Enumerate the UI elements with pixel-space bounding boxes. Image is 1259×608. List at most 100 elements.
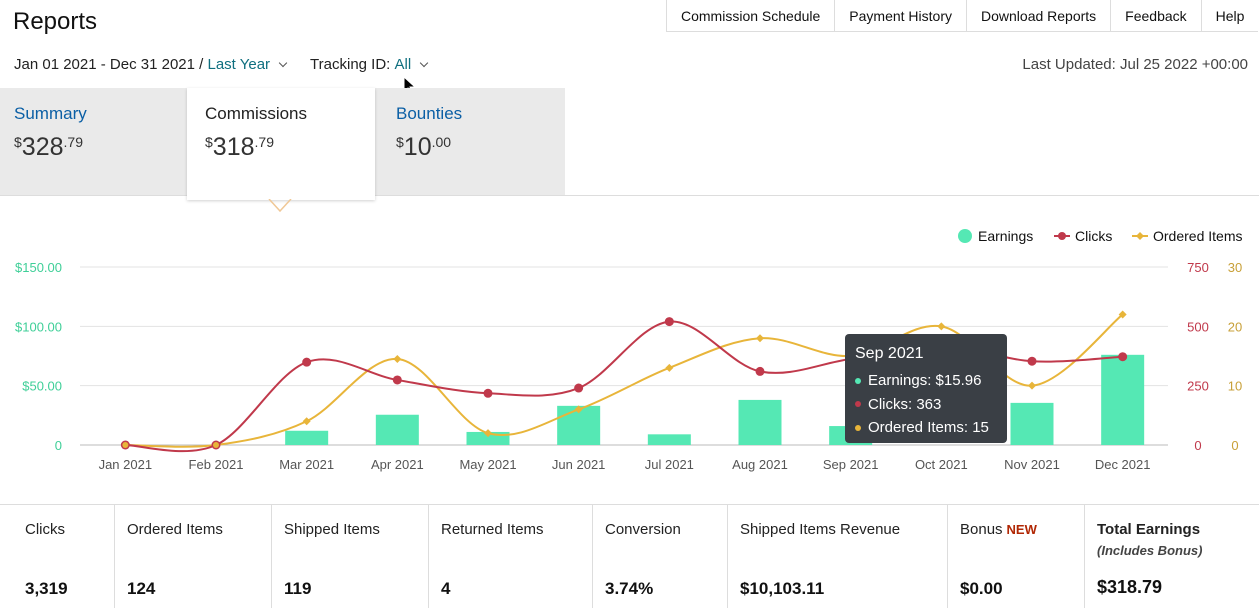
y-right-ordered-tick-label: 0 xyxy=(1231,438,1238,453)
clicks-point xyxy=(1118,352,1128,362)
filter-row: Jan 01 2021 - Dec 31 2021 / Last Year Tr… xyxy=(14,56,437,73)
clicks-point xyxy=(392,375,402,385)
ordered-items-point xyxy=(484,429,492,438)
x-tick-label: Mar 2021 xyxy=(279,457,334,472)
y-right-clicks-tick-label: 250 xyxy=(1187,379,1209,394)
earnings-bar xyxy=(1010,402,1054,445)
clicks-point xyxy=(755,366,765,376)
tabs-divider xyxy=(0,195,1259,196)
legend-clicks-label: Clicks xyxy=(1075,228,1112,244)
x-tick-label: Sep 2021 xyxy=(823,457,879,472)
total-conversion: Conversion 3.74% xyxy=(592,505,727,608)
clicks-point xyxy=(574,383,584,393)
clicks-point xyxy=(664,317,674,327)
x-tick-label: Dec 2021 xyxy=(1095,457,1151,472)
total-earnings: Total Earnings (Includes Bonus) $318.79 xyxy=(1084,505,1259,608)
y-left-tick-label: $150.00 xyxy=(15,260,62,275)
payment-history-button[interactable]: Payment History xyxy=(835,0,967,31)
earnings-bar xyxy=(285,430,329,445)
earnings-bar xyxy=(738,399,782,445)
tab-commissions-amount: $318.79 xyxy=(205,133,274,161)
tooltip-earnings-row: Earnings: $15.96 xyxy=(855,369,997,393)
ordered-dot-icon xyxy=(855,424,861,431)
legend-earnings-icon xyxy=(958,229,972,243)
totals-divider xyxy=(0,504,1259,505)
feedback-button[interactable]: Feedback xyxy=(1111,0,1202,31)
commission-schedule-button[interactable]: Commission Schedule xyxy=(667,0,836,31)
earnings-dot-icon xyxy=(855,377,861,384)
last-updated-text: Last Updated: Jul 25 2022 +00:00 xyxy=(1022,56,1248,73)
x-tick-label: May 2021 xyxy=(459,457,516,472)
y-right-ordered-tick-label: 30 xyxy=(1228,260,1242,275)
earnings-bar xyxy=(647,434,691,445)
earnings-bar xyxy=(1101,354,1145,445)
ordered-items-point xyxy=(302,417,311,426)
ordered-items-point xyxy=(937,322,946,331)
total-ordered-items: Ordered Items 124 xyxy=(114,505,271,608)
active-tab-pointer-icon xyxy=(268,199,292,213)
clicks-point xyxy=(483,388,493,398)
legend-ordered-label: Ordered Items xyxy=(1153,228,1242,244)
help-button[interactable]: Help xyxy=(1215,7,1245,24)
y-right-ordered-tick-label: 20 xyxy=(1228,319,1242,334)
earnings-bar xyxy=(375,414,419,445)
clicks-point xyxy=(1027,356,1037,366)
clicks-point xyxy=(302,357,312,367)
tooltip-ordered-row: Ordered Items: 15 xyxy=(855,416,997,440)
total-shipped-items: Shipped Items 119 xyxy=(271,505,428,608)
tooltip-clicks-row: Clicks: 363 xyxy=(855,393,997,417)
ordered-items-point xyxy=(1028,381,1036,390)
tracking-id-dropdown[interactable]: All xyxy=(394,56,412,73)
tab-bounties-amount: $10.00 xyxy=(396,133,452,161)
legend-clicks-icon xyxy=(1058,232,1066,240)
ordered-items-point xyxy=(213,442,219,448)
page-title: Reports xyxy=(13,8,98,35)
y-right-clicks-tick-label: 750 xyxy=(1187,260,1209,275)
total-clicks: Clicks 3,319 xyxy=(25,521,68,598)
tab-commissions-label: Commissions xyxy=(205,104,308,123)
download-reports-button[interactable]: Download Reports xyxy=(967,0,1112,31)
x-tick-label: Aug 2021 xyxy=(732,457,788,472)
ordered-items-point xyxy=(756,334,764,343)
total-bonus: Bonus NEW $0.00 xyxy=(947,505,1084,608)
chevron-down-icon[interactable] xyxy=(278,58,288,67)
ordered-items-point xyxy=(1118,310,1127,319)
legend-earnings-label: Earnings xyxy=(978,228,1033,244)
y-left-tick-label: $50.00 xyxy=(22,379,62,394)
chart-tooltip: Sep 2021 Earnings: $15.96 Clicks: 363 Or… xyxy=(845,334,1007,443)
x-tick-label: Oct 2021 xyxy=(915,457,968,472)
tab-summary-amount: $328.79 xyxy=(14,133,83,161)
top-nav: Commission Schedule Payment History Down… xyxy=(666,0,1259,32)
legend-ordered-icon xyxy=(1136,232,1144,240)
tab-commissions[interactable]: Commissions $318.79 xyxy=(187,88,375,200)
ordered-items-point xyxy=(122,442,129,448)
earnings-chart: 0 $50.00 $100.00 $150.00 0 250 500 750 0 10 20 30 Ja… xyxy=(15,228,1242,472)
date-range-text: Jan 01 2021 - Dec 31 2021 / xyxy=(14,56,204,73)
x-tick-label: Nov 2021 xyxy=(1004,457,1060,472)
total-returned-items: Returned Items 4 xyxy=(428,505,592,608)
tooltip-title: Sep 2021 xyxy=(855,345,924,362)
y-right-clicks-tick-label: 500 xyxy=(1187,319,1209,334)
tracking-id-label: Tracking ID: xyxy=(310,56,391,73)
x-tick-label: Jul 2021 xyxy=(645,457,694,472)
tab-summary[interactable]: Summary $328.79 xyxy=(14,88,87,195)
tab-summary-label: Summary xyxy=(14,104,87,123)
x-tick-label: Apr 2021 xyxy=(371,457,424,472)
clicks-dot-icon xyxy=(855,401,861,408)
y-right-clicks-tick-label: 0 xyxy=(1194,438,1201,453)
new-badge: NEW xyxy=(1006,522,1037,537)
y-right-ordered-tick-label: 10 xyxy=(1228,379,1242,394)
ordered-items-point xyxy=(574,405,583,414)
totals-row: Clicks 3,319 Ordered Items 124 Shipped I… xyxy=(0,505,1259,608)
x-tick-label: Jun 2021 xyxy=(552,457,606,472)
ordered-items-point xyxy=(393,354,402,363)
total-shipped-revenue: Shipped Items Revenue $10,103.11 xyxy=(727,505,947,608)
x-tick-label: Feb 2021 xyxy=(189,457,244,472)
date-preset-dropdown[interactable]: Last Year xyxy=(207,56,271,73)
chevron-down-icon[interactable] xyxy=(419,58,429,67)
x-tick-label: Jan 2021 xyxy=(99,457,153,472)
y-left-tick-label: 0 xyxy=(55,438,62,453)
y-left-tick-label: $100.00 xyxy=(15,319,62,334)
tab-bounties[interactable]: Bounties $10.00 xyxy=(396,88,462,195)
tab-bounties-label: Bounties xyxy=(396,104,463,123)
